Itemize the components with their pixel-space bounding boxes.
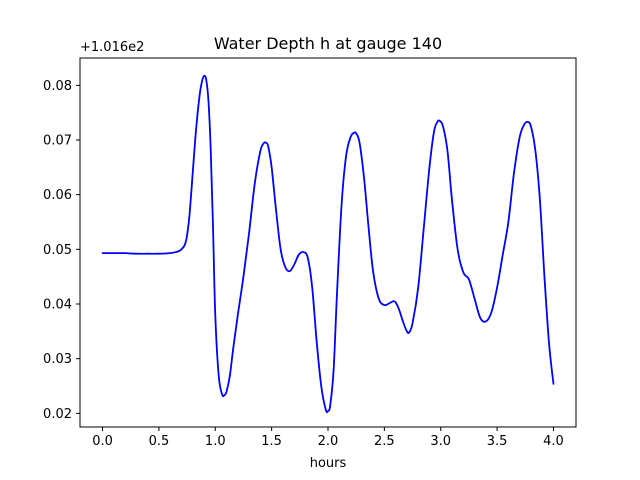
y-tick-label: 0.06 <box>43 188 72 203</box>
x-tick-label: 2.5 <box>374 434 395 449</box>
x-axis-ticks: 0.0 0.5 1.0 1.5 2.0 2.5 3.0 3.5 4.0 <box>92 427 564 449</box>
x-tick-label: 1.0 <box>205 434 226 449</box>
series-layer <box>101 74 555 414</box>
x-tick-label: 0.0 <box>92 434 113 449</box>
y-tick-label: 0.03 <box>43 352 72 367</box>
y-axis-ticks: 0.02 0.03 0.04 0.05 0.06 0.07 0.08 <box>43 79 80 422</box>
plot-frame <box>79 57 577 428</box>
y-tick-label: 0.08 <box>43 79 72 94</box>
y-tick-label: 0.07 <box>43 134 72 149</box>
x-tick-label: 1.5 <box>261 434 282 449</box>
y-offset-label: +1.016e2 <box>80 40 144 55</box>
x-tick-label: 4.0 <box>543 434 564 449</box>
y-tick-label: 0.04 <box>43 298 72 313</box>
x-tick-label: 3.0 <box>430 434 451 449</box>
y-tick-label: 0.02 <box>43 407 72 422</box>
x-axis-label: hours <box>310 456 347 471</box>
chart-title: Water Depth h at gauge 140 <box>214 34 442 53</box>
x-tick-label: 2.0 <box>318 434 339 449</box>
y-tick-label: 0.05 <box>43 243 72 258</box>
x-tick-label: 3.5 <box>487 434 508 449</box>
series-line-0 <box>101 74 555 414</box>
x-tick-label: 0.5 <box>149 434 170 449</box>
